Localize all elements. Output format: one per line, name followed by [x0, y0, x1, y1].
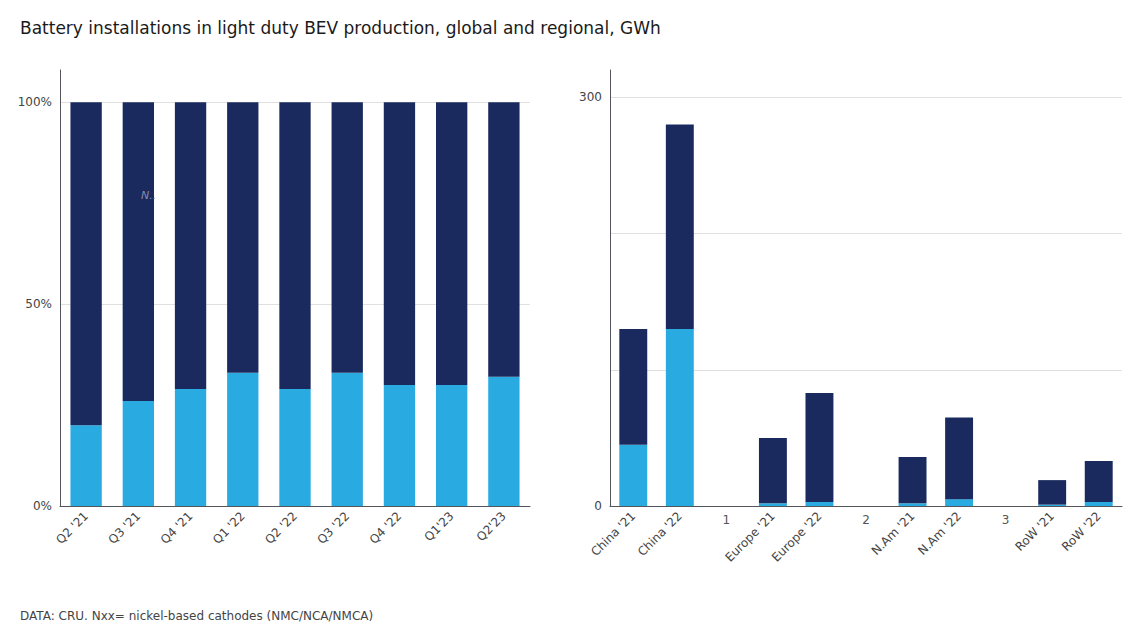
- svg-text:N.Am '22: N.Am '22: [915, 509, 964, 558]
- svg-text:RoW '22: RoW '22: [1059, 509, 1104, 554]
- svg-text:China '22: China '22: [635, 509, 685, 559]
- svg-text:Q4 '22: Q4 '22: [367, 509, 405, 547]
- svg-text:50%: 50%: [25, 297, 52, 311]
- svg-text:300: 300: [579, 90, 602, 104]
- svg-text:China '21: China '21: [588, 509, 638, 559]
- svg-text:DATA: CRU. Nxx= nickel-based c: DATA: CRU. Nxx= nickel-based cathodes (N…: [20, 609, 373, 623]
- svg-text:Q1'23: Q1'23: [422, 509, 457, 544]
- svg-text:0: 0: [594, 499, 602, 513]
- svg-text:1: 1: [723, 513, 731, 527]
- svg-text:2: 2: [862, 513, 870, 527]
- svg-text:3: 3: [1002, 513, 1010, 527]
- svg-text:Q2 '22: Q2 '22: [262, 509, 300, 547]
- svg-text:Europe '22: Europe '22: [769, 509, 825, 565]
- svg-text:N.Am '21: N.Am '21: [869, 509, 918, 558]
- svg-text:Q4 '21: Q4 '21: [158, 509, 196, 547]
- svg-text:Q2'23: Q2'23: [474, 509, 509, 544]
- svg-text:Q1 '22: Q1 '22: [210, 509, 248, 547]
- svg-text:RoW '21: RoW '21: [1012, 509, 1057, 554]
- svg-text:N..: N..: [141, 189, 156, 202]
- svg-text:Q3 '22: Q3 '22: [314, 509, 352, 547]
- svg-text:Q3 '21: Q3 '21: [106, 509, 144, 547]
- svg-text:100%: 100%: [18, 95, 52, 109]
- svg-text:Q2 '21: Q2 '21: [53, 509, 91, 547]
- svg-text:Europe '21: Europe '21: [722, 509, 778, 565]
- svg-text:0%: 0%: [33, 499, 52, 513]
- svg-text:Battery installations in light: Battery installations in light duty BEV …: [20, 18, 661, 38]
